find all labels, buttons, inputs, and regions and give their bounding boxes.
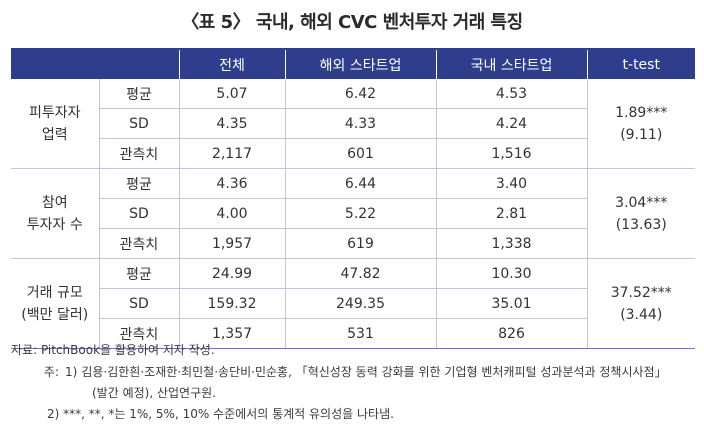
header-cell-blank (99, 50, 179, 79)
group-label-line: 업력 (41, 126, 68, 143)
value-domestic: 3.40 (435, 168, 587, 199)
ttest-cell: 3.04*** (13.63) (586, 168, 695, 259)
ttest-stat: 1.89*** (615, 104, 668, 121)
value-domestic: 35.01 (435, 288, 587, 319)
group-label-firm-age: 피투자자 업력 (11, 79, 99, 169)
cvc-deal-table: 전체 해외 스타트업 국내 스타트업 t-test 피투자자 업력 평균 5.0… (11, 50, 695, 349)
table-row: 피투자자 업력 평균 5.07 6.42 4.53 1.89*** (9.11) (11, 79, 695, 169)
value-domestic: 1,516 (435, 138, 587, 169)
group-label-line: 거래 규모 (26, 284, 83, 301)
value-domestic: 4.24 (435, 108, 587, 139)
table-row: 관측치 2,117 601 1,516 (11, 138, 695, 169)
footnote-2: 2) ***, **, *는 1%, 5%, 10% 수준에서의 통계적 유의성… (47, 407, 394, 421)
header-total: 전체 (178, 50, 285, 79)
value-overseas: 5.22 (284, 198, 436, 229)
table-row: SD 4.35 4.33 4.24 (11, 108, 695, 139)
ttest-stat: 37.52*** (610, 284, 672, 301)
ttest-cell: 1.89*** (9.11) (586, 79, 695, 169)
header-ttest: t-test (586, 50, 695, 79)
group-label-investor-count: 참여 투자자 수 (11, 168, 99, 259)
stat-label: SD (98, 288, 179, 319)
header-row: 전체 해외 스타트업 국내 스타트업 t-test (11, 50, 695, 79)
ttest-value: (13.63) (615, 216, 667, 233)
group-label-line: 피투자자 (28, 104, 81, 121)
value-domestic: 4.53 (435, 79, 587, 109)
ttest-stat: 3.04*** (615, 194, 668, 211)
stat-label: SD (98, 108, 179, 139)
table-row: 거래 규모 (백만 달러) 평균 24.99 47.82 10.30 37.52… (11, 258, 695, 349)
footnotes: 주: 1) 김용·김한흰·조재한·최민철·송단비·민순홍, 「혁신성장 동력 강… (11, 362, 667, 425)
value-total: 1,357 (178, 318, 285, 349)
footnote-1-number: 1) (65, 365, 78, 379)
value-domestic: 2.81 (435, 198, 587, 229)
group-label-line: (백만 달러) (21, 306, 89, 323)
value-overseas: 6.42 (284, 79, 436, 109)
footnote-label: 주: (43, 365, 59, 379)
table-row: SD 159.32 249.35 35.01 (11, 288, 695, 319)
ttest-cell: 37.52*** (3.44) (586, 258, 695, 349)
header-domestic: 국내 스타트업 (435, 50, 587, 79)
value-overseas: 619 (284, 228, 436, 259)
group-label-line: 참여 (41, 194, 68, 211)
stat-label: 평균 (98, 79, 179, 109)
header-cell-blank (11, 50, 99, 79)
ttest-value: (3.44) (620, 306, 663, 323)
value-overseas: 47.82 (284, 258, 436, 289)
value-total: 24.99 (178, 258, 285, 289)
value-total: 5.07 (178, 79, 285, 109)
stat-label: 평균 (98, 258, 179, 289)
table-title: 〈표 5〉 국내, 해외 CVC 벤처투자 거래 특징 (181, 12, 523, 33)
value-overseas: 601 (284, 138, 436, 169)
source-note: 자료: PitchBook을 활용하여 저자 작성. (11, 343, 215, 357)
header-overseas: 해외 스타트업 (284, 50, 436, 79)
table-row: 참여 투자자 수 평균 4.36 6.44 3.40 3.04*** (13.6… (11, 168, 695, 259)
footnote-1: 주: 1) 김용·김한흰·조재한·최민철·송단비·민순홍, 「혁신성장 동력 강… (11, 362, 667, 383)
table-top-rule (11, 48, 695, 50)
value-domestic: 1,338 (435, 228, 587, 259)
value-total: 159.32 (178, 288, 285, 319)
ttest-value: (9.11) (620, 126, 663, 143)
table-row: SD 4.00 5.22 2.81 (11, 198, 695, 229)
value-domestic: 10.30 (435, 258, 587, 289)
footnote-1-text: 김용·김한흰·조재한·최민철·송단비·민순홍, 「혁신성장 동력 강화를 위한 … (81, 365, 667, 379)
value-total: 4.35 (178, 108, 285, 139)
group-label-deal-size: 거래 규모 (백만 달러) (11, 258, 99, 349)
footnote-1-continuation: (발간 예정), 산업연구원. (92, 386, 216, 400)
table-row: 관측치 1,957 619 1,338 (11, 228, 695, 259)
value-overseas: 6.44 (284, 168, 436, 199)
stat-label: 관측치 (98, 138, 179, 169)
group-label-line: 투자자 수 (26, 216, 83, 233)
stat-label: 관측치 (98, 318, 179, 349)
value-overseas: 249.35 (284, 288, 436, 319)
value-overseas: 531 (284, 318, 436, 349)
value-total: 4.36 (178, 168, 285, 199)
stat-label: SD (98, 198, 179, 229)
value-total: 4.00 (178, 198, 285, 229)
value-domestic: 826 (435, 318, 587, 349)
value-overseas: 4.33 (284, 108, 436, 139)
value-total: 2,117 (178, 138, 285, 169)
table-row: 관측치 1,357 531 826 (11, 318, 695, 349)
stat-label: 평균 (98, 168, 179, 199)
value-total: 1,957 (178, 228, 285, 259)
stat-label: 관측치 (98, 228, 179, 259)
